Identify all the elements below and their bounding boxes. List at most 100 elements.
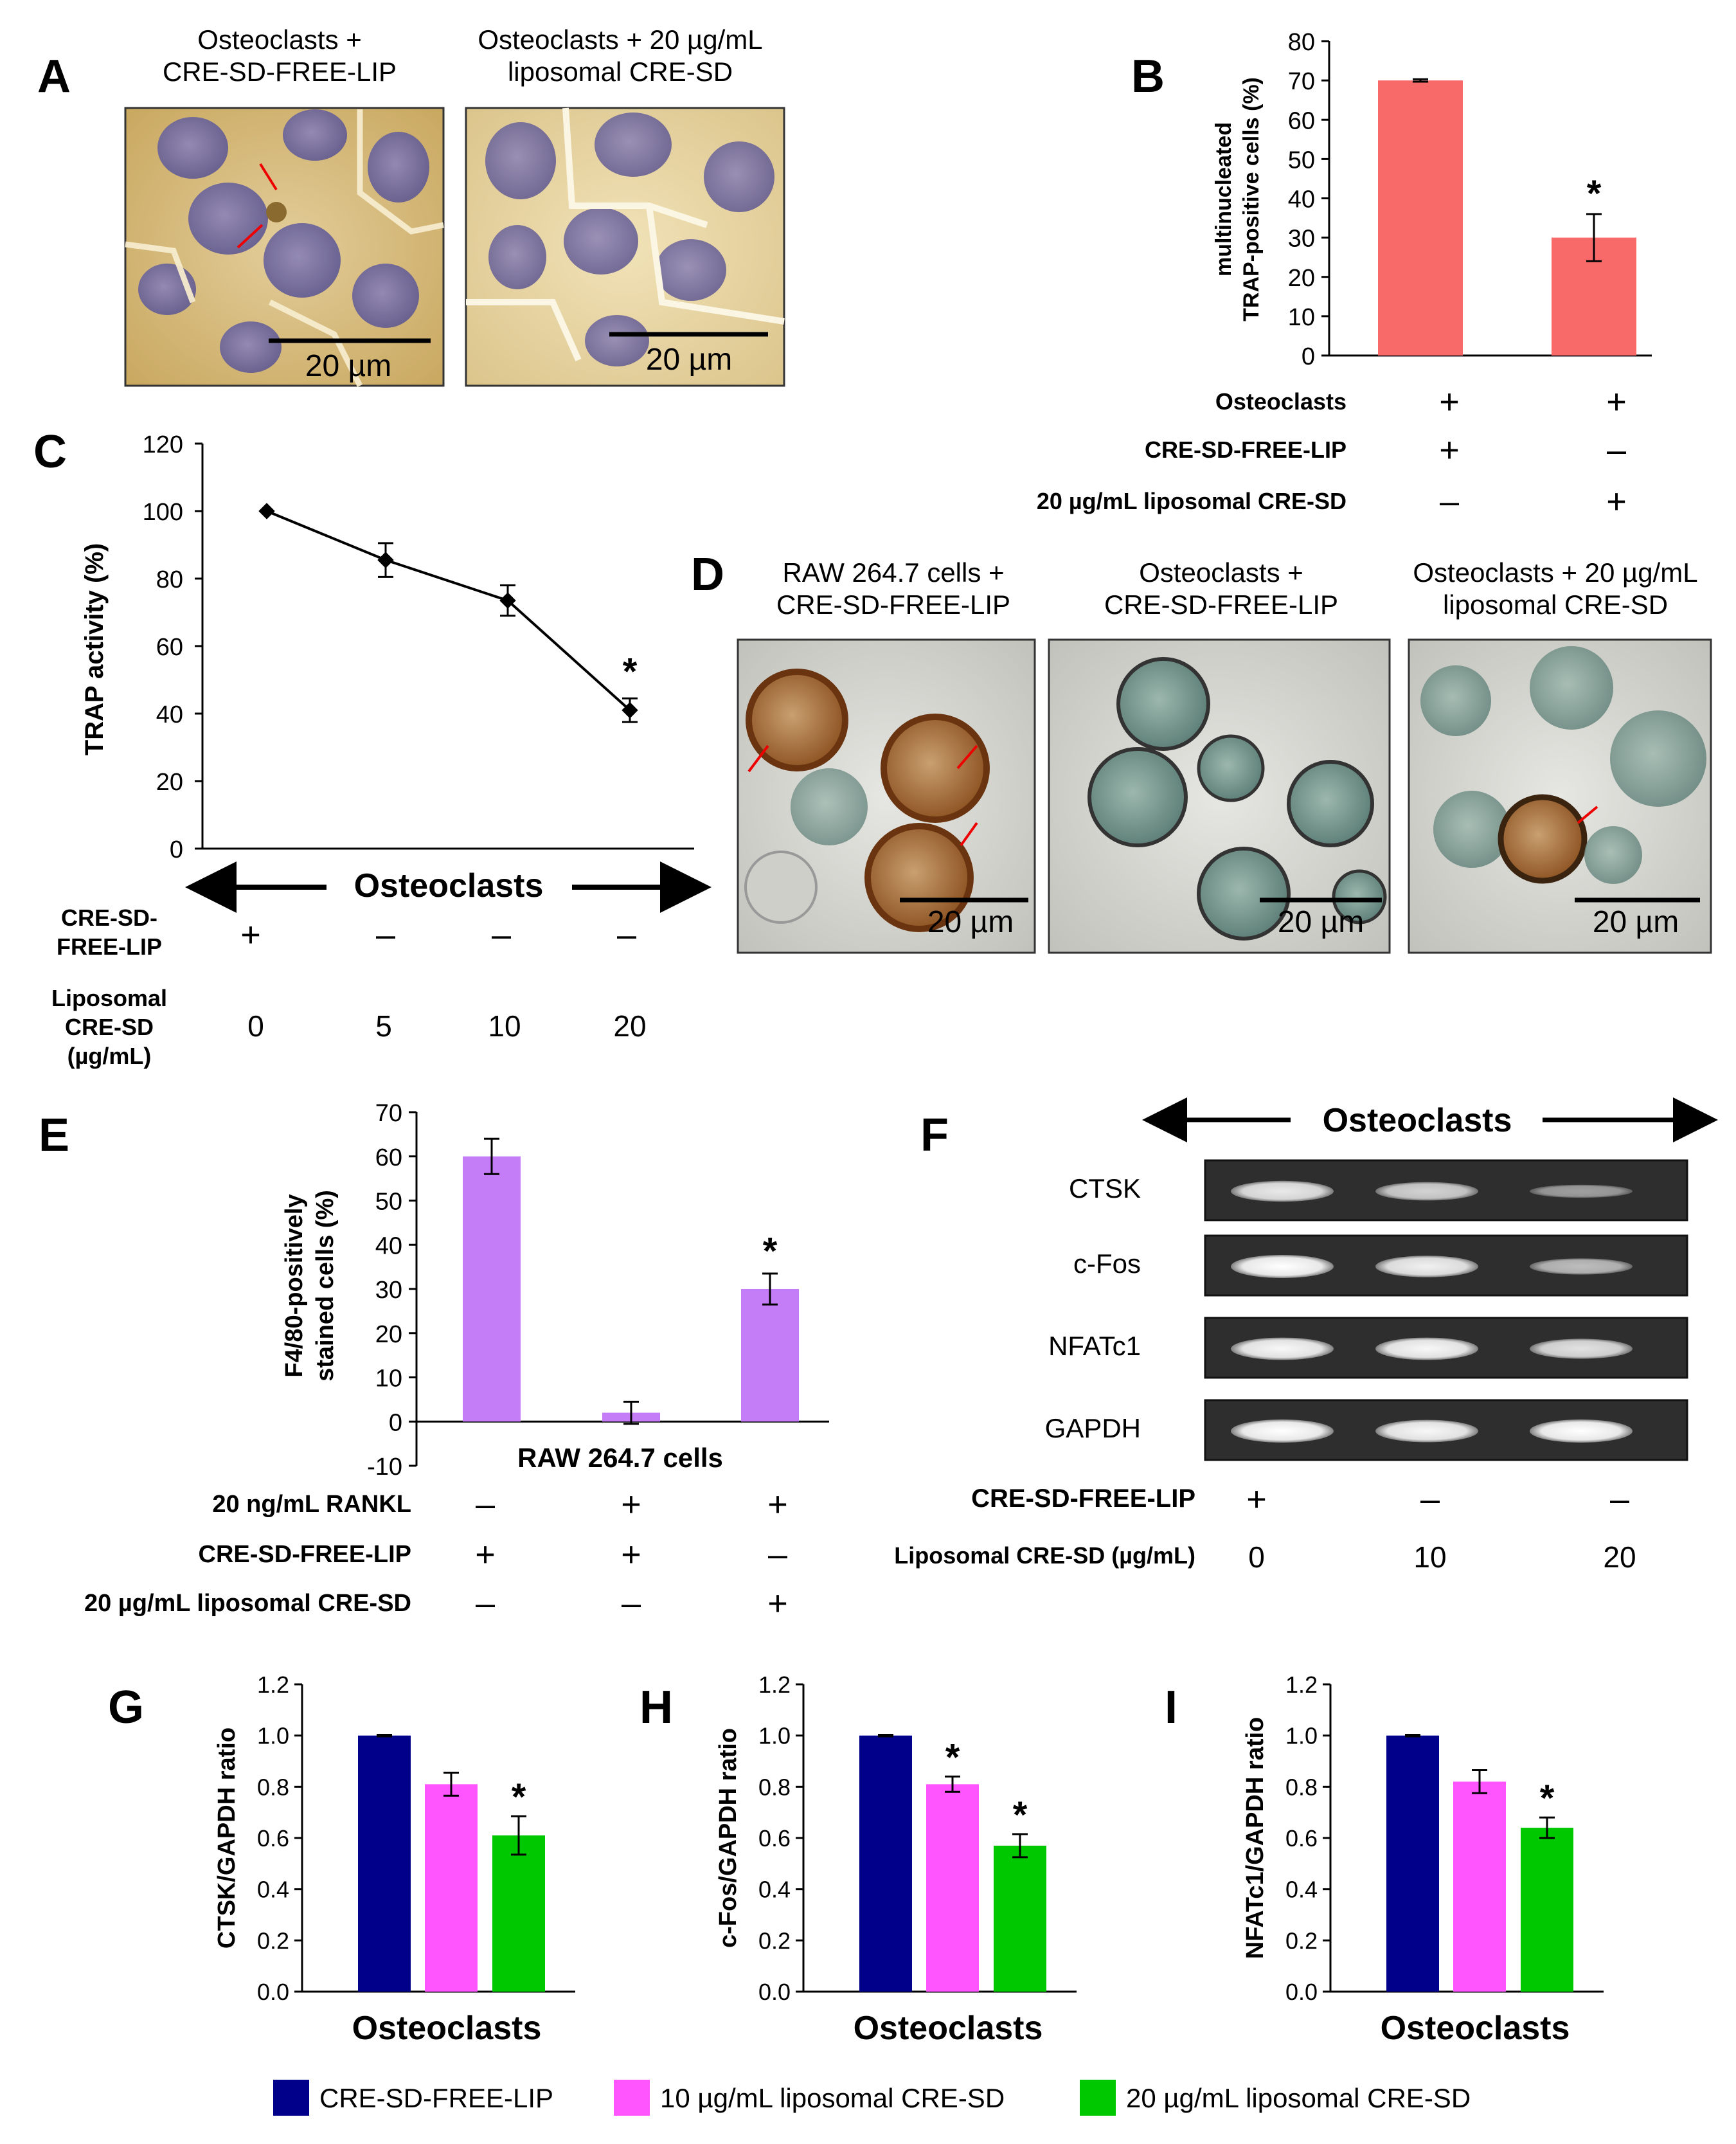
e-row-sign: + [621,1535,641,1574]
c-row1-sign: – [376,915,395,954]
a-caption-1-line1: Osteoclasts + [197,24,362,55]
c-ytick-label: 20 [156,769,183,796]
legend-swatch [273,2080,309,2116]
f-band [1231,1180,1334,1202]
chart-e: F4/80-positively stained cells (%) RAW 2… [84,1100,829,1623]
c-row1-sign: + [240,915,261,954]
d3-scale-bar-label: 20 µm [1593,905,1679,939]
b-row-sign: + [1439,431,1460,469]
chart-i: 0.0 0.2 0.4 0.6 0.8 1.0 1.2 * NFATc1/GAPDH ratio… [1242,1671,1604,2047]
c-row1-sign: – [492,915,511,954]
gel-f: CTSK c-Fos NFATc1 GAPDH CRE-SD-FREE-LIP + – – Li… [894,1159,1688,1574]
c-ytick-label: 120 [143,431,183,458]
micrograph-d2: 20 µm [1048,638,1391,954]
micrograph-a1: 20 µm [124,107,445,388]
panel-label-c: C [33,426,67,478]
panel-label-a: A [37,51,71,102]
a-caption-1-line2: CRE-SD-FREE-LIP [163,57,397,87]
micrograph-a2: 20 µm [465,107,785,387]
c-ytick-label: 40 [156,701,183,728]
f-band-label: c-Fos [1073,1248,1141,1279]
h-bar [926,1784,979,1992]
c-row2-label-line2: CRE-SD [65,1014,154,1040]
g-ytick-label: 0.4 [257,1877,289,1903]
legend: CRE-SD-FREE-LIP 10 µg/mL liposomal CRE-SD… [273,2080,1471,2116]
c-row2-label-line3: (µg/mL) [67,1043,152,1069]
legend-swatch [1080,2080,1116,2116]
e-bar [741,1289,799,1422]
e-ytick-label: 50 [375,1189,402,1216]
i-ytick-label: 0.2 [1285,1927,1318,1954]
chart-g: 0.0 0.2 0.4 0.6 0.8 1.0 1.2 * CTSK/GAPDH ratio Os… [213,1671,575,2047]
g-xlabel: Osteoclasts [352,2010,542,2047]
e-ytick-label: 60 [375,1144,402,1171]
b-row-sign: + [1606,383,1627,421]
b-ylabel-line1: multinucleated [1212,122,1236,276]
d-caption-2-line1: Osteoclasts + [1139,557,1303,588]
f-row-label: CRE-SD-FREE-LIP [971,1484,1195,1513]
i-bar [1386,1735,1439,1992]
panel-label-d: D [691,549,724,600]
h-xlabel: Osteoclasts [854,2010,1043,2047]
e-row-label: 20 ng/mL RANKL [212,1491,411,1518]
f-band-label: CTSK [1069,1173,1141,1203]
f-band [1231,1419,1334,1443]
g-ytick-label: 1.2 [257,1671,289,1698]
f-band [1375,1419,1478,1443]
e-row-sign: – [476,1485,495,1524]
f-band [1530,1419,1633,1443]
d2-scale-bar-label: 20 µm [1278,905,1364,939]
panel-label-i: I [1165,1682,1177,1733]
e-bar [463,1156,521,1422]
g-ylabel: CTSK/GAPDH ratio [213,1727,240,1949]
e-row-sign: – [768,1535,787,1574]
b-ytick-label: 50 [1288,147,1315,174]
h-bar [859,1735,912,1992]
f-band [1530,1184,1633,1198]
d1-scale-bar-label: 20 µm [927,905,1014,939]
c-row2-value: 10 [488,1009,521,1043]
micrograph-d3: 20 µm [1408,638,1712,954]
b-row-label: 20 µg/mL liposomal CRE-SD [1037,488,1347,514]
d-caption-2-line2: CRE-SD-FREE-LIP [1104,590,1338,620]
e-ytick-label: -10 [367,1454,402,1481]
h-ytick-label: 1.2 [758,1671,791,1698]
f-row-label: Liposomal CRE-SD (µg/mL) [894,1542,1195,1569]
b-ytick-label: 40 [1288,186,1315,213]
panel-label-b: B [1131,51,1165,102]
c-point [377,552,394,568]
h-ytick-label: 0.4 [758,1877,791,1903]
f-band [1375,1182,1478,1201]
f-header: Osteoclasts [1323,1102,1512,1139]
g-ytick-label: 0.2 [257,1927,289,1954]
micrograph-d1: 20 µm [737,638,1036,954]
c-ytick-label: 100 [143,499,183,526]
i-ytick-label: 0.6 [1285,1825,1318,1851]
h-ytick-label: 0.8 [758,1774,791,1800]
c-row1-sign: – [617,915,636,954]
e-ytick-label: 70 [375,1100,402,1127]
legend-label: 10 µg/mL liposomal CRE-SD [660,2083,1005,2113]
f-band [1231,1255,1334,1278]
h-ytick-label: 0.6 [758,1825,791,1851]
i-ytick-label: 0.0 [1285,1979,1318,2005]
g-ytick-label: 0.0 [257,1979,289,2005]
b-ytick-label: 30 [1288,226,1315,253]
e-row-sign: – [622,1584,641,1623]
e-ytick-label: 30 [375,1277,402,1304]
f-row-value: 0 [1248,1540,1265,1574]
d-caption-1-line1: RAW 264.7 cells + [782,557,1004,588]
b-ytick-label: 60 [1288,107,1315,134]
i-ytick-label: 1.2 [1285,1671,1318,1698]
a2-scale-bar-label: 20 µm [646,343,732,377]
panel-label-f: F [920,1110,949,1161]
c-row2-value: 20 [613,1009,646,1043]
f-band [1530,1258,1633,1275]
c-series-line [266,510,631,712]
b-row-sign: + [1439,383,1460,421]
legend-label: 20 µg/mL liposomal CRE-SD [1126,2083,1471,2113]
c-ylabel: TRAP activity (%) [80,543,109,755]
e-row-sign: + [767,1485,788,1524]
f-band [1375,1256,1478,1277]
b-ytick-label: 80 [1288,29,1315,56]
